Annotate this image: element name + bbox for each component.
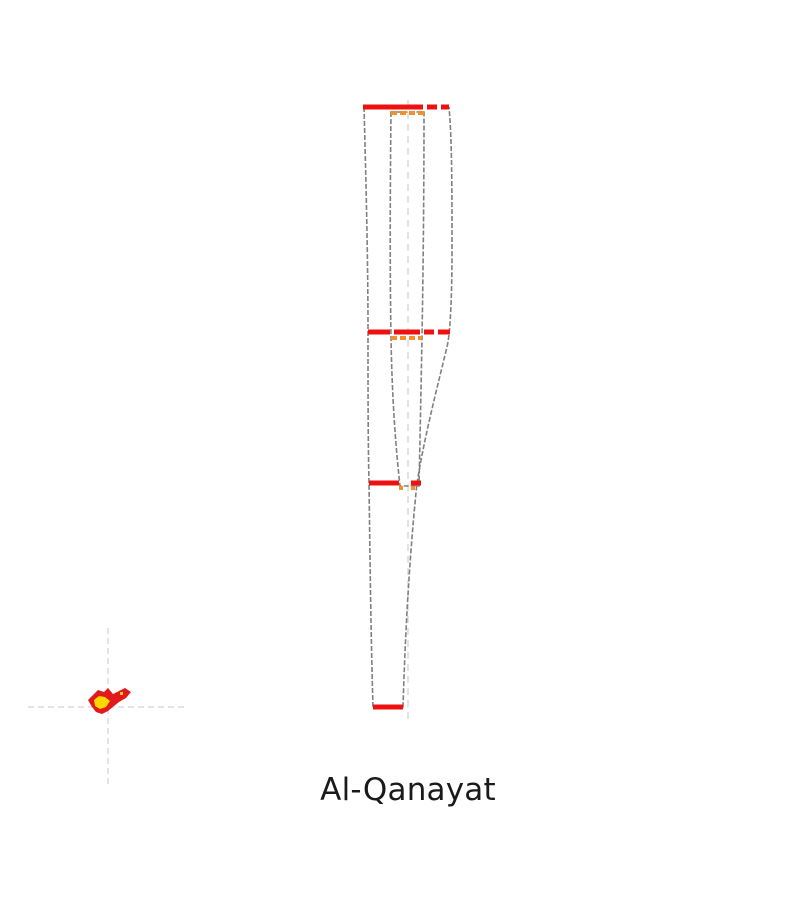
inner-flow-outline (389, 111, 425, 487)
place-title: Al-Qanayat (320, 772, 496, 808)
stage-2-bars (368, 329, 451, 340)
inset-region-highlight (94, 696, 110, 709)
inset-region-speck (120, 692, 123, 695)
location-inset (28, 628, 188, 788)
stage-3-bars (369, 480, 421, 490)
stage-1-bars (363, 104, 449, 115)
